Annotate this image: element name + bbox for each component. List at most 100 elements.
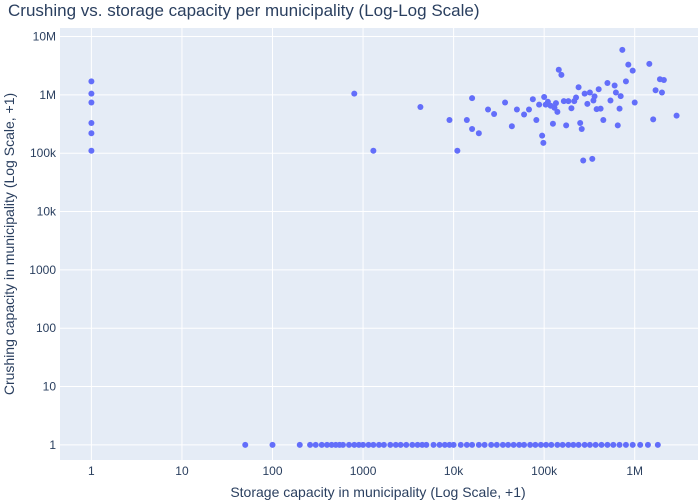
- data-point: [88, 99, 95, 106]
- data-point: [365, 441, 372, 448]
- data-point: [493, 441, 500, 448]
- data-point: [565, 441, 572, 448]
- data-point: [629, 67, 636, 74]
- data-point: [351, 90, 358, 97]
- data-point: [446, 117, 453, 124]
- y-tick-label: 10k: [37, 205, 57, 219]
- y-tick-labels: 1 10 100 1000 10k 100k 1M 10M: [29, 30, 57, 452]
- data-point: [446, 441, 453, 448]
- data-point: [650, 116, 657, 123]
- data-point: [617, 93, 624, 100]
- data-point: [414, 441, 421, 448]
- data-point: [543, 441, 550, 448]
- data-point: [469, 125, 476, 132]
- data-point: [581, 441, 588, 448]
- data-point: [436, 441, 443, 448]
- x-tick-label: 100: [262, 464, 282, 478]
- data-point: [573, 94, 580, 101]
- data-point: [646, 60, 653, 67]
- data-point: [417, 103, 424, 110]
- chart-title: Crushing vs. storage capacity per munici…: [8, 1, 480, 20]
- data-point: [457, 441, 464, 448]
- data-point: [521, 441, 528, 448]
- data-point: [296, 441, 303, 448]
- data-point: [577, 119, 584, 126]
- y-tick-label: 10M: [33, 30, 56, 44]
- data-point: [539, 132, 546, 139]
- data-point: [312, 441, 319, 448]
- data-point: [403, 441, 410, 448]
- data-point: [575, 84, 582, 91]
- data-point: [549, 120, 556, 127]
- data-point: [525, 106, 532, 113]
- x-tick-label: 1M: [626, 464, 643, 478]
- data-point: [592, 441, 599, 448]
- data-point: [607, 97, 614, 104]
- data-point: [598, 441, 605, 448]
- x-axis-label: Storage capacity in municipality (Log Sc…: [230, 484, 525, 500]
- data-point: [586, 441, 593, 448]
- plot-background: [60, 28, 698, 460]
- data-point: [558, 71, 565, 78]
- data-point: [540, 139, 547, 146]
- data-point: [307, 441, 314, 448]
- data-point: [450, 441, 457, 448]
- data-point: [622, 78, 629, 85]
- data-point: [600, 117, 607, 124]
- y-tick-label: 1: [49, 438, 56, 452]
- data-point: [397, 441, 404, 448]
- data-point: [370, 147, 377, 154]
- data-point: [555, 66, 562, 73]
- data-point: [88, 90, 95, 97]
- data-point: [541, 93, 548, 100]
- data-point: [376, 441, 382, 448]
- data-point: [360, 441, 367, 448]
- data-point: [475, 441, 482, 448]
- data-point: [554, 108, 561, 115]
- x-tick-label: 1: [88, 464, 95, 478]
- x-tick-label: 1000: [350, 464, 377, 478]
- data-point: [463, 441, 470, 448]
- data-point: [88, 119, 95, 126]
- data-point: [616, 105, 623, 112]
- data-point: [611, 82, 618, 89]
- data-point: [419, 441, 426, 448]
- data-point: [328, 441, 335, 448]
- data-point: [637, 441, 644, 448]
- data-point: [595, 86, 602, 93]
- data-point: [658, 89, 665, 96]
- data-point: [563, 122, 570, 129]
- data-point: [631, 99, 638, 106]
- data-point: [578, 125, 585, 132]
- data-point: [529, 96, 536, 103]
- data-point: [499, 441, 506, 448]
- data-point: [409, 441, 416, 448]
- data-point: [475, 130, 482, 137]
- y-tick-label: 1M: [39, 88, 56, 102]
- data-points: [88, 46, 680, 448]
- y-axis-label: Crushing capacity in municipality (Log S…: [1, 93, 17, 395]
- data-point: [339, 441, 346, 448]
- data-point: [392, 441, 399, 448]
- data-point: [269, 441, 276, 448]
- data-point: [559, 441, 566, 448]
- data-point: [463, 117, 470, 124]
- data-point: [616, 441, 623, 448]
- data-point: [660, 76, 667, 83]
- data-point: [430, 441, 437, 448]
- data-point: [387, 441, 394, 448]
- data-point: [318, 441, 325, 448]
- data-point: [532, 441, 539, 448]
- data-point: [586, 89, 593, 96]
- data-point: [548, 441, 555, 448]
- data-point: [591, 93, 598, 100]
- data-point: [644, 441, 651, 448]
- data-point: [441, 441, 448, 448]
- y-tick-label: 1000: [29, 263, 56, 277]
- data-point: [88, 147, 95, 154]
- y-tick-label: 100k: [30, 146, 57, 160]
- data-point: [597, 105, 604, 112]
- y-tick-label: 10: [43, 380, 57, 394]
- x-gridlines: [90, 28, 636, 460]
